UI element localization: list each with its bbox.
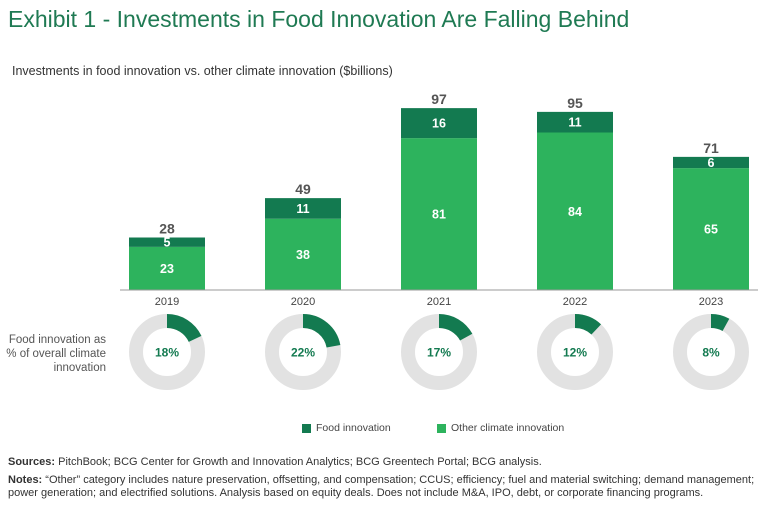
bar-other-2022 (537, 132, 613, 290)
donut-row-label: Food innovation as % of overall climate … (6, 334, 106, 374)
donut-value-label-2022: 12% (563, 346, 587, 360)
value-label-other-2019: 23 (160, 262, 174, 276)
donut-slice-food-2020 (265, 314, 341, 390)
value-label-other-2023: 65 (704, 223, 718, 237)
bar-other-2020 (265, 218, 341, 290)
value-label-food-2022: 11 (568, 116, 581, 130)
donut-slice-food-2023 (673, 314, 749, 390)
value-label-food-2021: 16 (432, 117, 446, 131)
bar-food-2021 (401, 108, 477, 139)
legend-label-food: Food innovation (316, 422, 391, 434)
value-label-food-2019: 5 (164, 236, 171, 250)
donut-slice-food-2022 (537, 314, 613, 390)
x-tick-label-2022: 2022 (563, 296, 587, 308)
notes-text: “Other” category includes nature preserv… (8, 474, 755, 499)
exhibit-title: Exhibit 1 - Investments in Food Innovati… (8, 6, 630, 32)
legend-swatch-other (437, 423, 446, 433)
legend-label-other: Other climate innovation (451, 422, 565, 434)
total-label-2019: 28 (159, 221, 175, 237)
legend-swatch-food (302, 423, 311, 433)
legend-item-other: Other climate innovation (437, 422, 564, 434)
total-label-2022: 95 (567, 95, 583, 111)
notes-label: Notes: (8, 474, 43, 486)
sources-text: PitchBook; BCG Center for Growth and Inn… (58, 456, 542, 468)
donut-slice-food-2019 (129, 314, 205, 390)
sources-label: Sources: (8, 456, 56, 468)
sources-note: Sources: PitchBook; BCG Center for Growt… (8, 456, 760, 469)
donut-value-label-2023: 8% (702, 346, 720, 360)
bar-food-2019 (129, 237, 205, 247)
value-label-other-2020: 38 (296, 248, 310, 262)
x-tick-label-2023: 2023 (699, 296, 723, 308)
total-label-2021: 97 (431, 91, 447, 107)
chart-subtitle: Investments in food innovation vs. other… (12, 64, 393, 78)
legend-item-food: Food innovation (302, 422, 391, 434)
donut-value-label-2021: 17% (427, 346, 451, 360)
value-label-food-2023: 6 (708, 156, 715, 170)
value-label-other-2021: 81 (432, 208, 446, 222)
donut-value-label-2019: 18% (155, 346, 179, 360)
bar-other-2019 (129, 246, 205, 290)
value-label-food-2020: 11 (296, 202, 309, 216)
value-label-other-2022: 84 (568, 205, 582, 219)
donut-value-label-2020: 22% (291, 346, 315, 360)
x-tick-label-2021: 2021 (427, 296, 451, 308)
stacked-bar-and-donut-chart: 23 528 2019 18% 38 11 49 2020 22% 81 16 97 2021 17% 84… (120, 91, 758, 390)
donut-slice-food-2021 (401, 314, 477, 390)
total-label-2020: 49 (295, 181, 311, 197)
notes-note: Notes: “Other” category includes nature … (8, 474, 760, 499)
bar-other-2023 (673, 168, 749, 290)
total-label-2023: 71 (703, 140, 719, 156)
x-tick-label-2020: 2020 (291, 296, 315, 308)
bar-food-2023 (673, 156, 749, 169)
bar-other-2021 (401, 138, 477, 290)
legend: Food innovation Other climate innovation (0, 422, 768, 436)
bar-food-2022 (537, 111, 613, 133)
x-tick-label-2019: 2019 (155, 296, 179, 308)
bar-food-2020 (265, 198, 341, 219)
